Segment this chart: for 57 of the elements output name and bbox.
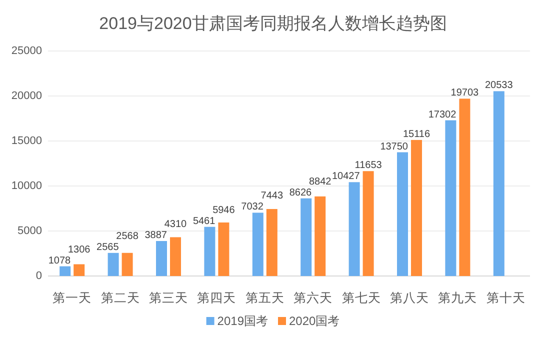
data-label: 8842 bbox=[308, 176, 332, 188]
x-tick-label: 第六天 bbox=[294, 291, 333, 305]
x-tick-label: 第一天 bbox=[52, 291, 92, 305]
y-tick-label: 20000 bbox=[11, 90, 42, 102]
y-tick-label: 25000 bbox=[11, 45, 42, 57]
bar bbox=[445, 120, 456, 276]
data-label: 11653 bbox=[354, 160, 382, 172]
bar bbox=[252, 212, 264, 276]
data-label: 3887 bbox=[144, 230, 168, 242]
legend-label: 2019国考 bbox=[217, 314, 268, 328]
data-label: 1306 bbox=[68, 244, 91, 256]
chart-title: 2019与2020甘肃国考同期报名人数增长趋势图 bbox=[99, 14, 447, 33]
bar bbox=[74, 264, 85, 276]
data-label: 1078 bbox=[48, 255, 72, 266]
bar bbox=[397, 152, 408, 276]
data-label: 19703 bbox=[450, 88, 480, 99]
bar bbox=[300, 198, 312, 276]
bar bbox=[60, 266, 71, 276]
legend-label: 2020国考 bbox=[289, 314, 340, 328]
y-tick-label: 0 bbox=[36, 270, 42, 282]
x-tick-label: 第七天 bbox=[342, 291, 381, 305]
data-label: 15116 bbox=[402, 128, 430, 140]
x-tick-label: 第四天 bbox=[197, 291, 236, 305]
x-tick-label: 第二天 bbox=[100, 291, 140, 305]
bar bbox=[170, 237, 181, 276]
bar bbox=[266, 209, 278, 276]
data-label: 2568 bbox=[116, 230, 139, 242]
bar bbox=[108, 252, 119, 276]
data-label: 7443 bbox=[260, 190, 284, 202]
bar bbox=[348, 182, 360, 276]
data-label: 8626 bbox=[289, 187, 312, 198]
y-tick-label: 15000 bbox=[11, 135, 42, 147]
bar bbox=[362, 171, 374, 276]
bar bbox=[122, 252, 133, 276]
bar bbox=[411, 140, 422, 276]
data-label: 4310 bbox=[164, 219, 188, 230]
x-tick-label: 第十天 bbox=[486, 291, 526, 305]
data-label: 7032 bbox=[241, 202, 264, 213]
data-label: 20533 bbox=[484, 80, 514, 92]
bar bbox=[493, 91, 504, 276]
x-tick-label: 第三天 bbox=[149, 291, 188, 305]
x-tick-label: 第九天 bbox=[438, 291, 478, 305]
data-label: 5946 bbox=[212, 204, 236, 216]
bar bbox=[459, 98, 470, 276]
bar bbox=[156, 241, 167, 276]
data-label: 13750 bbox=[380, 141, 408, 152]
bar bbox=[314, 196, 326, 276]
bar bbox=[204, 226, 216, 276]
data-label: 17302 bbox=[428, 109, 457, 120]
data-label: 2565 bbox=[96, 242, 120, 253]
data-label: 5461 bbox=[192, 216, 216, 227]
data-label: 10427 bbox=[332, 171, 360, 182]
x-tick-label: 第八天 bbox=[390, 291, 429, 305]
y-tick-label: 10000 bbox=[11, 180, 42, 192]
y-tick-label: 5000 bbox=[18, 225, 42, 237]
bar bbox=[218, 222, 230, 276]
x-tick-label: 第五天 bbox=[245, 291, 284, 305]
